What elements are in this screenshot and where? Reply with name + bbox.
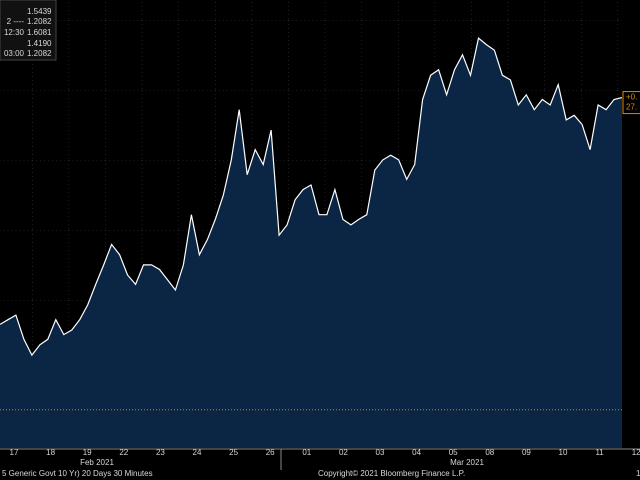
annotation: +0. [626,93,637,102]
legend-key: 03:00 [4,49,25,58]
x-tick-label: 18 [46,448,55,457]
last-value-box [622,91,640,115]
x-tick-label: 02 [339,448,348,457]
x-tick-label: 17 [10,448,19,457]
x-tick-label: 22 [119,448,128,457]
legend-value: 1.2082 [27,17,52,26]
footer-right: 1 [636,469,640,478]
x-tick-label: 23 [156,448,165,457]
legend-value: 1.2082 [27,49,52,58]
legend-value: 1.5439 [27,7,52,16]
x-tick-label: 10 [559,448,568,457]
x-tick-label: 12 [632,448,640,457]
x-tick-label: 01 [302,448,311,457]
legend-box [0,0,57,61]
legend-value: 1.6081 [27,28,52,37]
x-tick-label: 09 [522,448,531,457]
x-tick-label: 05 [449,448,458,457]
x-tick-label: 24 [193,448,202,457]
x-tick-label: 26 [266,448,275,457]
month-label: Mar 2021 [450,458,484,467]
legend-key: 12:30 [4,28,25,37]
month-label: Feb 2021 [80,458,114,467]
x-tick-label: 11 [595,448,604,457]
footer-left: 5 Generic Govt 10 Yr) 20 Days 30 Minutes [2,469,153,478]
x-tick-label: 08 [485,448,494,457]
annotation: 27. [626,103,637,112]
footer-copyright: Copyright© 2021 Bloomberg Finance L.P. [318,469,465,478]
line [0,37,623,357]
legend-value: 1.4190 [27,39,52,48]
area-fill [0,38,622,448]
x-tick-label: 04 [412,448,421,457]
x-tick-label: 03 [376,448,385,457]
x-tick-label: 25 [229,448,238,457]
x-tick-label: 19 [83,448,92,457]
legend-key: 2 ---- [7,17,25,26]
plot-area [0,37,623,448]
